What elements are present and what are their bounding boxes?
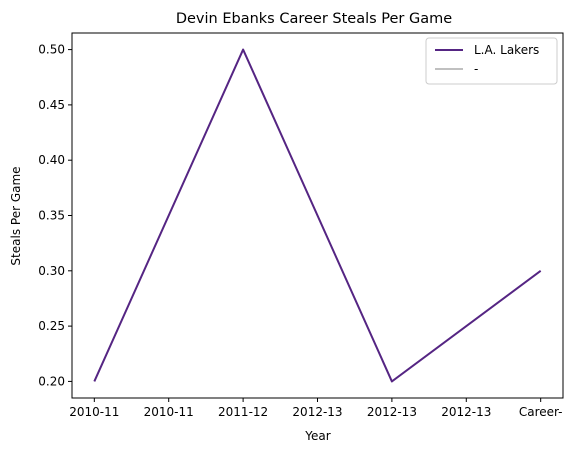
y-tick-label: 0.30: [38, 264, 65, 278]
legend-label: -: [474, 62, 478, 76]
y-tick-label: 0.35: [38, 209, 65, 223]
y-axis-ticks: 0.20 0.25 0.30 0.35 0.40 0.45 0.50: [38, 43, 72, 389]
plot-area: [72, 33, 563, 398]
y-tick-label: 0.45: [38, 98, 65, 112]
legend: L.A. Lakers -: [426, 38, 557, 84]
x-tick-label: Career-: [519, 405, 563, 419]
y-tick-label: 0.40: [38, 153, 65, 167]
x-axis-label: Year: [304, 429, 330, 443]
y-tick-label: 0.20: [38, 374, 65, 388]
x-axis-ticks: 2010-11 2010-11 2011-12 2012-13 2012-13 2012-…: [69, 398, 562, 419]
x-tick-label: 2012-13: [441, 405, 491, 419]
y-tick-label: 0.25: [38, 319, 65, 333]
legend-label: L.A. Lakers: [474, 43, 539, 57]
series-line-0: [94, 50, 540, 382]
y-axis-label: Steals Per Game: [9, 166, 23, 265]
x-tick-label: 2010-11: [69, 405, 119, 419]
x-tick-label: 2012-13: [367, 405, 417, 419]
x-tick-label: 2012-13: [292, 405, 342, 419]
x-tick-label: 2010-11: [144, 405, 194, 419]
x-tick-label: 2011-12: [218, 405, 268, 419]
chart-title: Devin Ebanks Career Steals Per Game: [176, 11, 452, 27]
y-tick-label: 0.50: [38, 43, 65, 57]
